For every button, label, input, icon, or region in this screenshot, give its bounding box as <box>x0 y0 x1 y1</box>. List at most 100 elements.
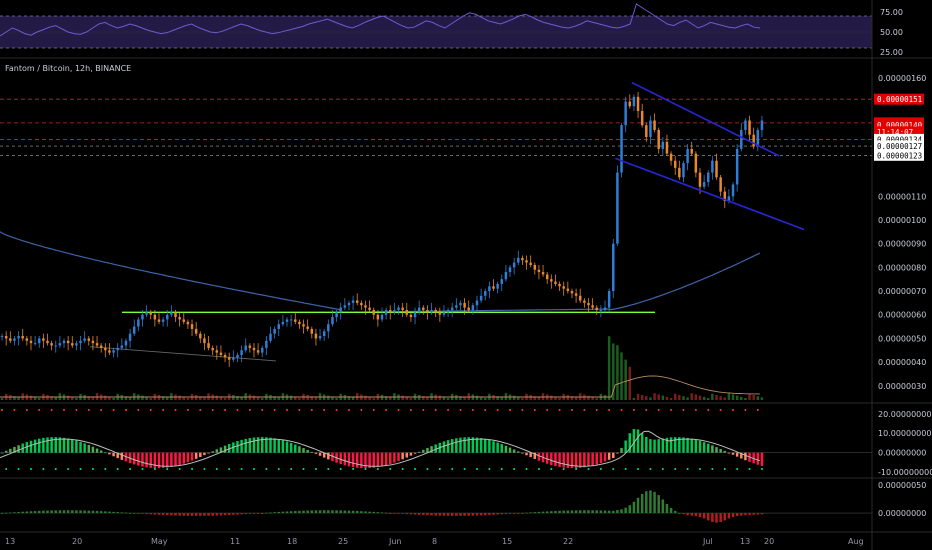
candle-body <box>161 319 165 322</box>
oscillator-bar <box>442 513 446 516</box>
macd-histogram-bar <box>29 440 33 453</box>
macd-pane[interactable] <box>0 409 872 470</box>
volume-bar <box>566 395 570 400</box>
signal-dot <box>570 409 573 411</box>
oscillator-bar <box>459 513 462 516</box>
candle-body <box>752 134 755 147</box>
volume-bar <box>306 395 309 400</box>
macd-histogram-bar <box>71 439 74 453</box>
candle-body <box>525 260 528 263</box>
volume-bar <box>161 396 165 400</box>
signal-dot <box>385 409 388 411</box>
candle-body <box>570 291 574 294</box>
candle-body <box>170 312 173 315</box>
volume-bar <box>256 396 260 400</box>
macd-histogram-bar <box>504 445 508 453</box>
candle-body <box>256 350 260 353</box>
macd-histogram-bar <box>430 446 433 453</box>
oscillator-bar <box>95 510 99 514</box>
candle-body <box>566 288 570 292</box>
signal-dot <box>228 468 231 470</box>
macd-axis[interactable]: 20.00000000 10.00000000 0.00000000 -10.0000… <box>878 410 932 477</box>
macd-histogram-bar <box>256 437 260 453</box>
oscillator-bar <box>33 511 37 514</box>
candle-body <box>314 333 318 339</box>
oscillator-bar <box>54 510 57 514</box>
volume-bar <box>29 395 33 400</box>
candle-body <box>545 274 549 280</box>
signal-dot <box>521 409 524 411</box>
oscillator-bar <box>339 510 342 514</box>
macd-histogram-bar <box>512 449 516 453</box>
macd-histogram-bar <box>190 452 194 461</box>
signal-dot <box>471 409 474 411</box>
oscillator-bar <box>636 497 640 514</box>
candle-body <box>529 262 532 265</box>
oscillator-bar <box>496 513 499 515</box>
candle-body <box>376 314 380 320</box>
volume-bar <box>475 395 479 400</box>
macd-histogram-bar <box>99 450 103 453</box>
macd-histogram-bar <box>112 452 115 457</box>
signal-dot <box>562 468 565 470</box>
candle-body <box>508 267 512 273</box>
oscillator-bar <box>616 510 619 514</box>
macd-histogram-bar <box>227 443 231 453</box>
oscillator-bar <box>248 513 252 514</box>
volume-bar <box>632 398 636 400</box>
signal-dot <box>500 468 503 470</box>
oscillator-bar <box>9 512 12 514</box>
macd-histogram-bar <box>583 452 586 468</box>
macd-histogram-bar <box>446 440 450 453</box>
volume-bar <box>157 395 161 400</box>
oscillator-bar <box>578 510 582 514</box>
macd-histogram-bar <box>603 452 607 462</box>
candle-body <box>302 324 305 327</box>
candle-body <box>455 305 458 308</box>
volume-bar <box>203 397 206 400</box>
volume-bar <box>37 398 41 400</box>
price-pane[interactable]: Fantom / Bitcoin, 12h, BINANCE <box>0 64 872 400</box>
macd-histogram-bar <box>351 452 355 468</box>
macd-histogram-bar <box>240 439 243 453</box>
volume-bar <box>364 395 367 400</box>
signal-dot <box>736 468 739 470</box>
oscillator-bar <box>186 513 190 516</box>
oscillator-tick-label: 0.00000000 <box>878 509 926 518</box>
volume-bar <box>620 352 623 400</box>
signal-dot <box>224 409 227 411</box>
oscillator-bar <box>583 510 586 514</box>
macd-histogram-bar <box>186 452 190 463</box>
oscillator-bar <box>570 510 574 514</box>
rsi-axis[interactable]: 75.00 50.00 25.00 <box>880 8 903 57</box>
oscillator-bar <box>492 513 495 515</box>
price-axis[interactable]: 0.00000160 0.00000110 0.00000100 0.00000090… <box>874 74 926 391</box>
oscillator-pane[interactable] <box>0 490 872 523</box>
oscillator-bar <box>450 513 454 516</box>
signal-dot <box>707 409 710 411</box>
oscillator-bar <box>120 512 124 514</box>
signal-dot <box>129 468 132 470</box>
candle-body <box>298 321 301 325</box>
oscillator-bar <box>525 512 528 514</box>
volume-bar <box>372 398 375 400</box>
signal-dot <box>153 468 156 470</box>
oscillator-bar <box>529 512 532 514</box>
volume-bar <box>417 395 421 400</box>
macd-tick-label: 20.00000000 <box>878 410 931 419</box>
signal-dot <box>711 468 714 470</box>
candle-body <box>595 307 598 310</box>
macd-histogram-bar <box>50 437 53 453</box>
volume-bar <box>71 396 74 400</box>
candle-body <box>467 307 470 310</box>
volume-bar <box>368 396 371 400</box>
oscillator-bar <box>566 510 570 514</box>
oscillator-axis[interactable]: 0.00000050 0.00000000 <box>878 481 926 518</box>
macd-histogram-bar <box>302 448 305 453</box>
time-axis[interactable]: 13 20 May 11 18 25 Jun 8 15 22 Jul 13 20 Aug <box>5 537 864 546</box>
candle-body <box>422 307 425 310</box>
rsi-pane[interactable] <box>0 0 872 58</box>
candle-body <box>66 340 70 344</box>
candle-body <box>620 125 623 173</box>
